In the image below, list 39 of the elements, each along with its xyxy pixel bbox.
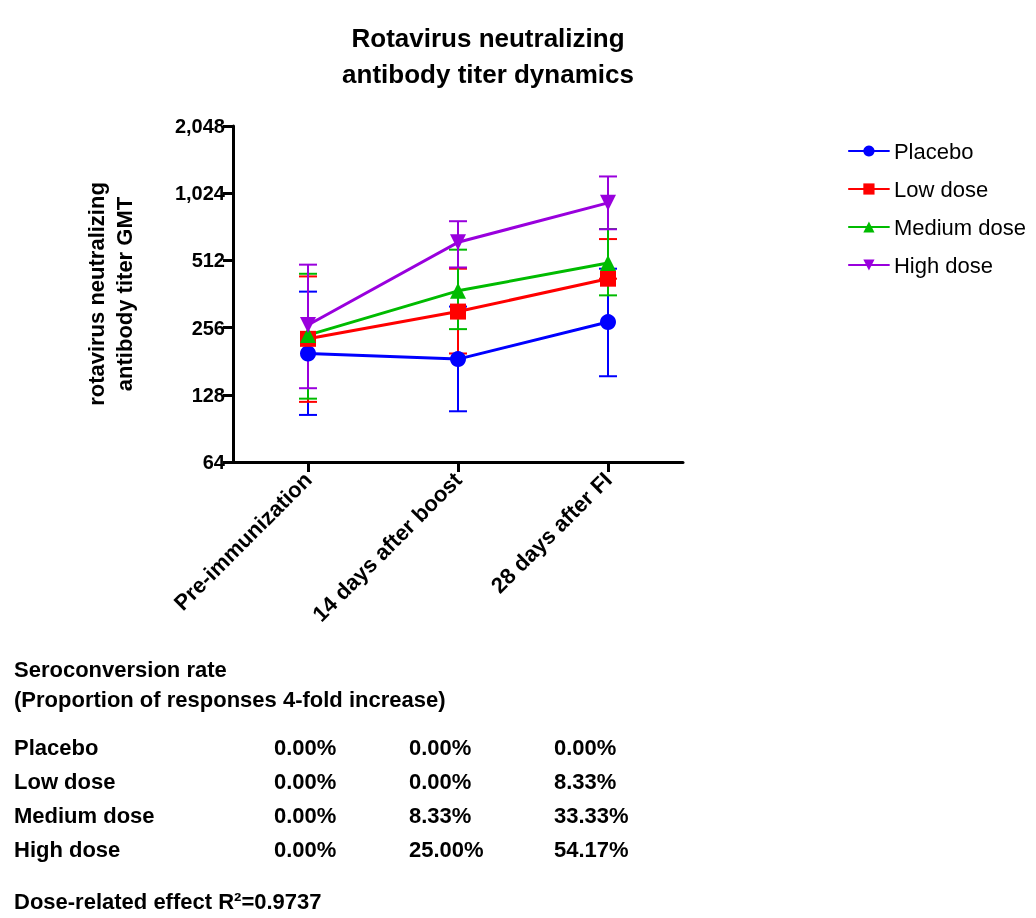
legend-label: Medium dose (893, 214, 1027, 240)
y-axis-title: rotavirus neutralizing antibody titer GMT (83, 182, 137, 406)
text: 8.33% (409, 802, 473, 830)
text: 8.33% (554, 768, 618, 796)
legend-label: High dose (893, 252, 994, 278)
text: 0.00% (274, 836, 338, 864)
chart-title: Rotavirus neutralizing antibody titer dynamics (342, 23, 634, 89)
point (450, 351, 466, 368)
text: 0.00% (274, 768, 338, 796)
point (600, 255, 616, 272)
point (450, 303, 466, 320)
point (600, 194, 616, 211)
text: High dose (14, 836, 122, 864)
text: 0.00% (554, 734, 618, 762)
text: 0.00% (409, 768, 473, 796)
text: Seroconversion rate (14, 656, 228, 684)
y-tick-label: 128 (191, 383, 225, 406)
y-tick-label: 1,024 (174, 182, 226, 205)
text: 0.00% (274, 734, 338, 762)
text: Low dose (14, 768, 117, 796)
y-tick-label: 512 (191, 249, 225, 272)
text: Medium dose (14, 802, 156, 830)
text: 0.00% (274, 802, 338, 830)
point (300, 316, 316, 333)
text: 25.00% (409, 836, 485, 864)
text: Placebo (14, 734, 100, 762)
y-tick-label: 2,048 (174, 115, 225, 137)
text: 54.17% (554, 836, 630, 864)
text: (Proportion of responses 4-fold increase) (14, 686, 447, 714)
point (600, 270, 616, 287)
point (300, 345, 316, 362)
text: Dose-related effect R²=0.9737 (14, 889, 323, 915)
point (600, 314, 616, 331)
y-tick-label: 64 (202, 451, 226, 473)
legend-label: Low dose (893, 176, 989, 202)
text: 0.00% (409, 734, 473, 762)
y-tick-label: 256 (191, 316, 225, 339)
legend-label: Placebo (893, 138, 974, 164)
text: 33.33% (554, 802, 630, 830)
